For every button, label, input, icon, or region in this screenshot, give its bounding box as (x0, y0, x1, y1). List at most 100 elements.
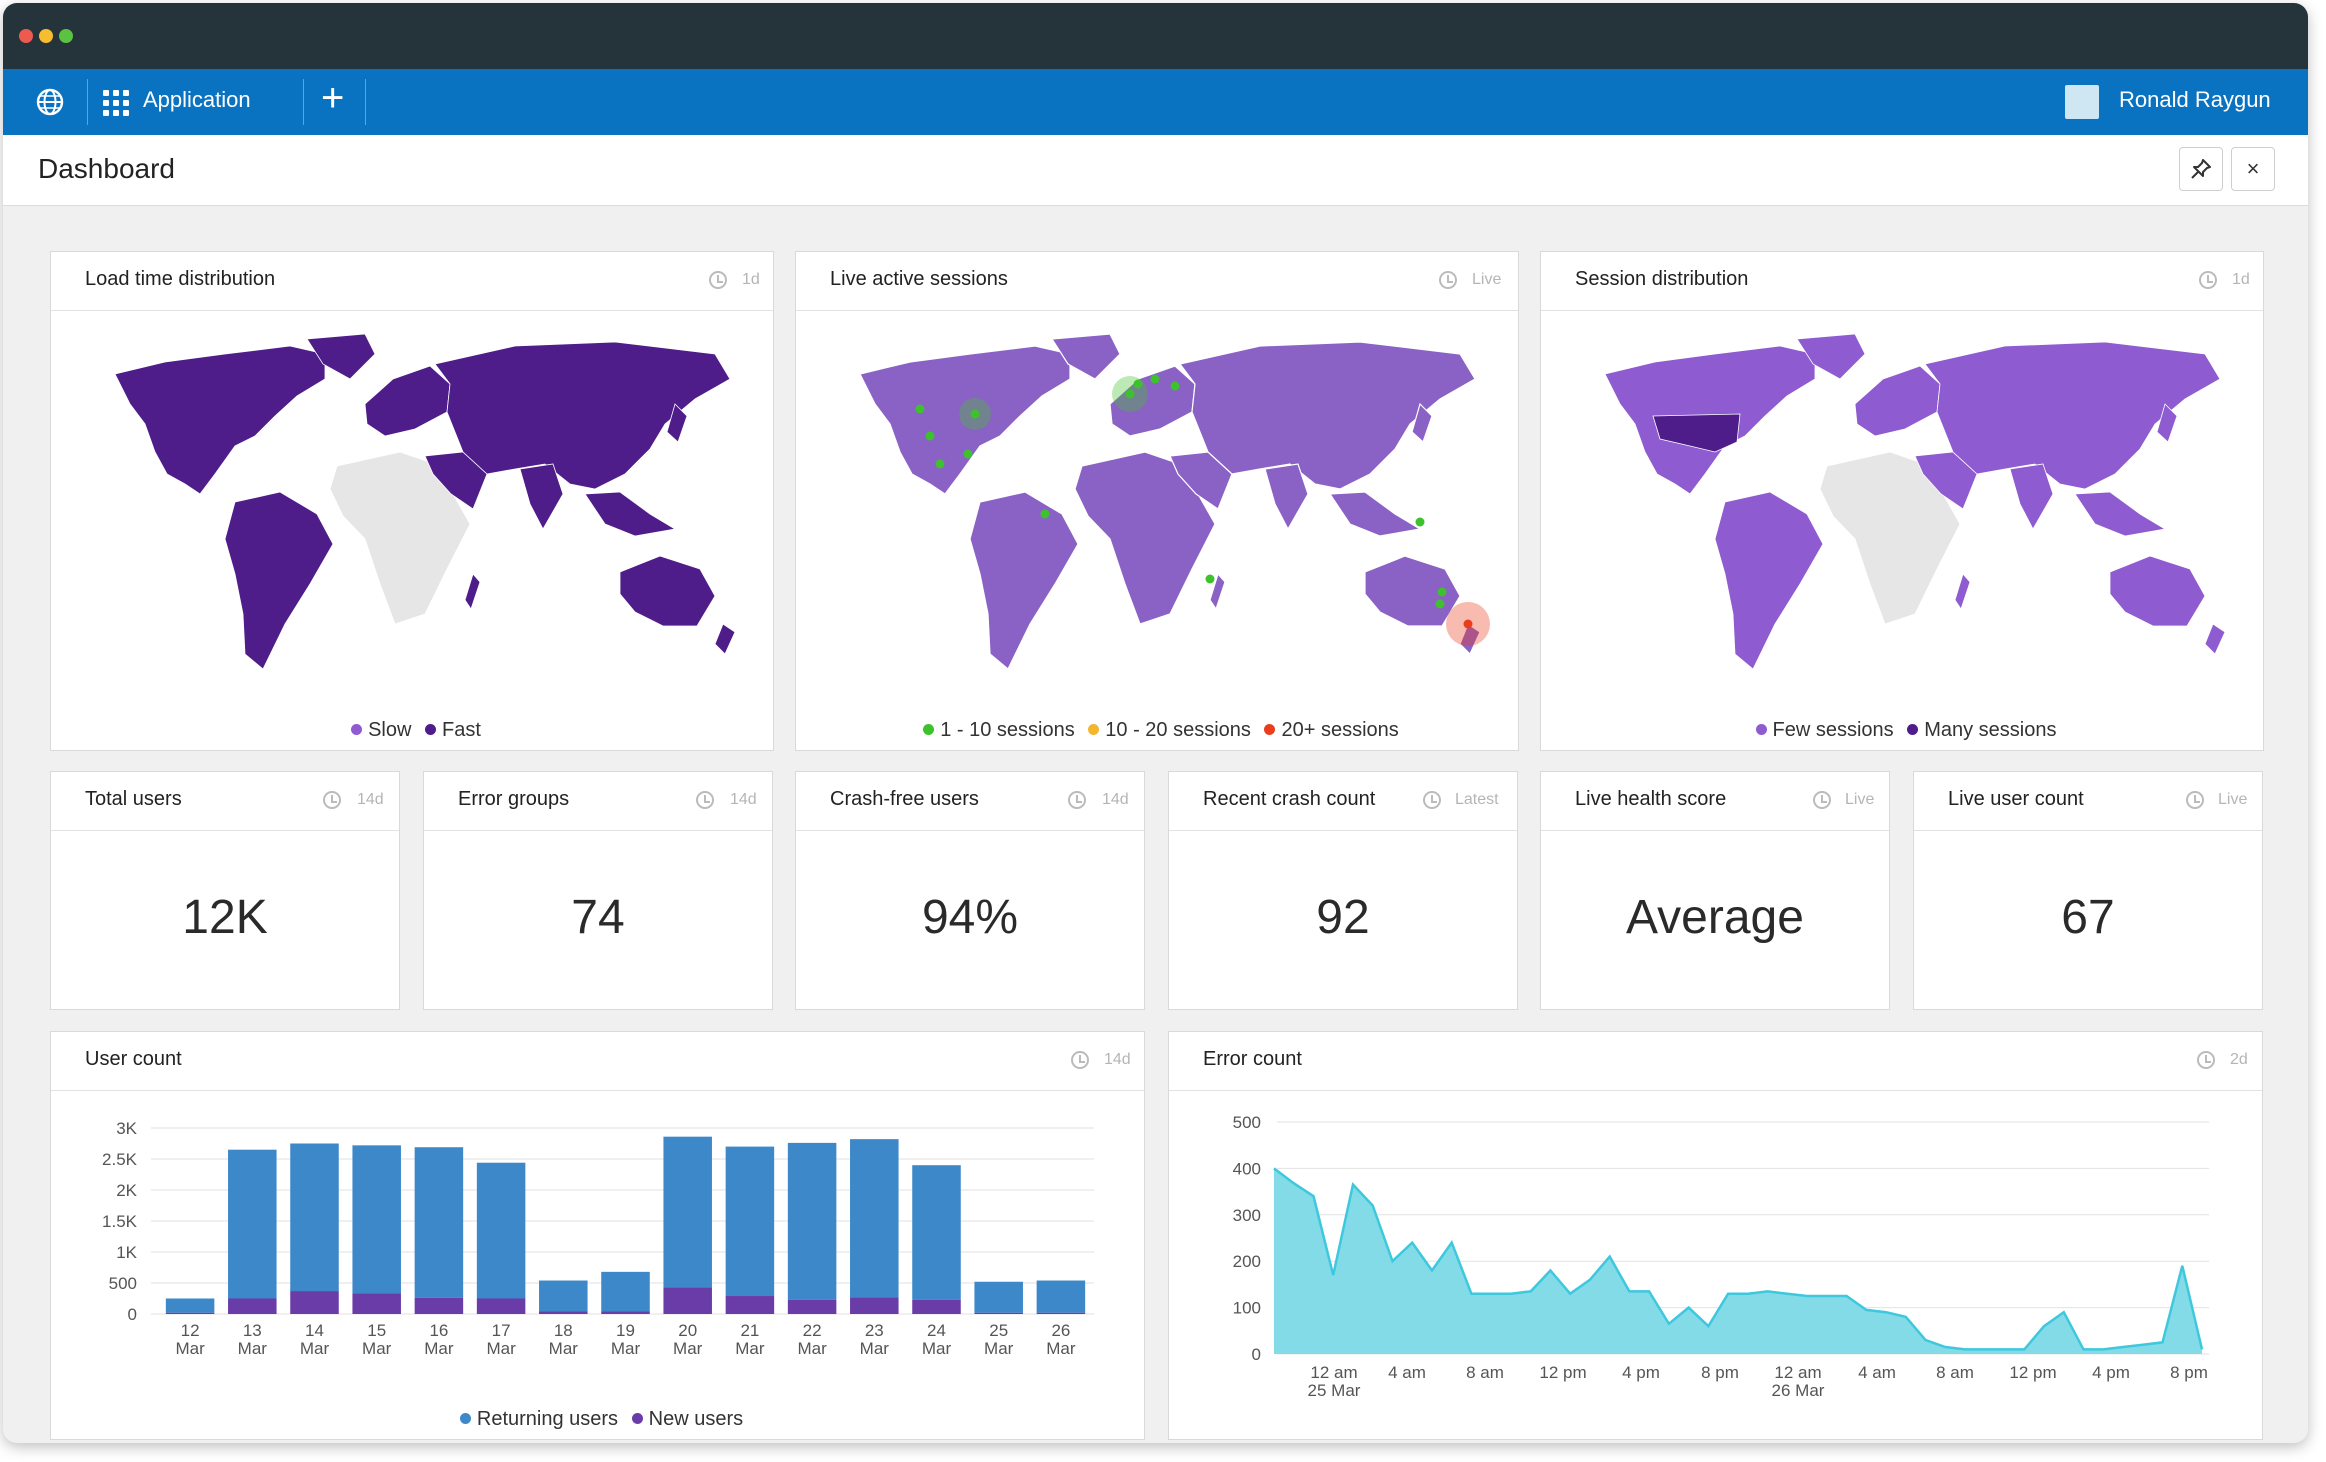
bar-new-users (352, 1293, 401, 1314)
y-tick-label: 3K (116, 1119, 137, 1138)
live-sessions-card: Live active sessions Live 1 - 10 session… (795, 251, 1519, 751)
crash-free-card: Crash-free users 14d 94% (795, 771, 1145, 1010)
world-map[interactable] (1565, 324, 2237, 684)
legend-swatch (1907, 724, 1919, 735)
bar-returning-users (601, 1271, 650, 1312)
world-map[interactable] (820, 324, 1492, 684)
x-tick-label: 25 (989, 1321, 1008, 1340)
card-title: User count (85, 1048, 182, 1070)
y-tick-label: 500 (109, 1274, 137, 1293)
bar-returning-users (539, 1280, 588, 1312)
map-region-madagascar (464, 573, 481, 610)
close-dashboard-button[interactable]: × (2231, 147, 2275, 191)
globe-icon[interactable] (35, 87, 65, 117)
x-tick-label: 22 (803, 1321, 822, 1340)
x-tick-label: 8 pm (1701, 1363, 1739, 1382)
map-region-southAmerica (1714, 491, 1824, 670)
session-marker (935, 459, 945, 469)
x-tick-label: 12 pm (2009, 1363, 2056, 1382)
time-range: Latest (1455, 791, 1499, 808)
title-bar (3, 3, 2308, 69)
x-tick-label: Mar (238, 1339, 268, 1358)
legend-label: 10 - 20 sessions (1105, 719, 1251, 741)
x-tick-label: 25 Mar (1308, 1381, 1361, 1400)
time-range: 2d (2230, 1051, 2248, 1068)
card-title: Error groups (458, 788, 570, 810)
x-tick-label: 13 (243, 1321, 262, 1340)
x-tick-label: Mar (362, 1339, 392, 1358)
x-tick-label: 4 am (1388, 1363, 1426, 1382)
total-users-card: Total users 14d 12K (50, 771, 400, 1010)
x-tick-label: 24 (927, 1321, 946, 1340)
y-tick-label: 400 (1233, 1159, 1261, 1178)
map-legend: 1 - 10 sessions 10 - 20 sessions 20+ ses… (796, 719, 1518, 742)
x-tick-label: Mar (984, 1339, 1014, 1358)
x-tick-label: 26 Mar (1772, 1381, 1825, 1400)
x-tick-label: 23 (865, 1321, 884, 1340)
map-legend: Slow Fast (51, 719, 773, 742)
bar-returning-users (165, 1298, 215, 1313)
card-title: Load time distribution (85, 268, 276, 290)
legend-label: New users (648, 1408, 744, 1430)
pin-button[interactable] (2179, 147, 2223, 191)
y-tick-label: 2K (116, 1181, 137, 1200)
map-region-australia (2109, 555, 2206, 627)
time-range: 1d (2232, 271, 2250, 288)
y-tick-label: 500 (1233, 1113, 1261, 1132)
session-marker (1415, 517, 1425, 527)
world-map[interactable] (75, 324, 747, 684)
time-range: 14d (1102, 791, 1129, 808)
user-count-card: User count 14d 0 500 1K 1.5K 2K 2.5K 3K 12 Mar 13… (50, 1031, 1145, 1440)
minimize-window-button[interactable] (39, 29, 53, 43)
bar-returning-users (974, 1281, 1023, 1313)
map-region-europe (1854, 365, 1941, 437)
x-tick-label: Mar (549, 1339, 579, 1358)
bar-new-users (1036, 1312, 1086, 1314)
y-tick-label: 300 (1233, 1206, 1261, 1225)
session-marker (1150, 374, 1160, 384)
legend-label: Many sessions (1924, 719, 2057, 741)
map-region-madagascar (1209, 572, 1226, 611)
nav-separator (365, 79, 366, 125)
maximize-window-button[interactable] (59, 29, 73, 43)
map-legend: Few sessions Many sessions (1541, 719, 2263, 742)
x-tick-label: 4 pm (2092, 1363, 2130, 1382)
session-marker (970, 409, 980, 419)
x-tick-label: 19 (616, 1321, 635, 1340)
bar-new-users (290, 1291, 339, 1314)
map-region-asia (1178, 341, 1476, 490)
clock-icon (1071, 1051, 1089, 1069)
user-name[interactable]: Ronald Raygun (2119, 87, 2271, 112)
bar-new-users (663, 1287, 712, 1314)
legend-swatch (351, 724, 363, 735)
user-count-chart[interactable]: 05001K1.5K2K2.5K3K12Mar13Mar14Mar15Mar16… (51, 1092, 1144, 1432)
clock-icon (323, 791, 341, 809)
avatar[interactable] (2065, 85, 2099, 119)
map-region-nz (2204, 623, 2226, 655)
kpi-value: 67 (2061, 891, 2115, 944)
x-tick-label: 8 am (1936, 1363, 1974, 1382)
pin-icon (2191, 159, 2211, 179)
legend-label: Returning users (476, 1408, 619, 1430)
x-tick-label: 12 pm (1539, 1363, 1586, 1382)
bar-new-users (539, 1311, 588, 1314)
x-tick-label: 21 (740, 1321, 759, 1340)
kpi-value: Average (1626, 891, 1804, 944)
session-marker (1435, 599, 1445, 609)
close-window-button[interactable] (19, 29, 33, 43)
session-marker (925, 431, 935, 441)
bar-returning-users (850, 1139, 899, 1298)
live-user-count-card: Live user count Live 67 (1913, 771, 2263, 1010)
kpi-value: 94% (921, 891, 1019, 944)
legend-swatch (1264, 724, 1276, 735)
y-tick-label: 1.5K (102, 1212, 138, 1231)
map-region-india (1264, 463, 1309, 531)
apps-grid-icon[interactable] (103, 90, 129, 116)
add-button[interactable]: + (321, 76, 345, 120)
card-title: Recent crash count (1203, 788, 1376, 810)
bar-returning-users (228, 1149, 277, 1299)
application-menu[interactable]: Application (143, 87, 251, 112)
session-marker (1133, 379, 1143, 389)
time-range: 1d (742, 271, 760, 288)
